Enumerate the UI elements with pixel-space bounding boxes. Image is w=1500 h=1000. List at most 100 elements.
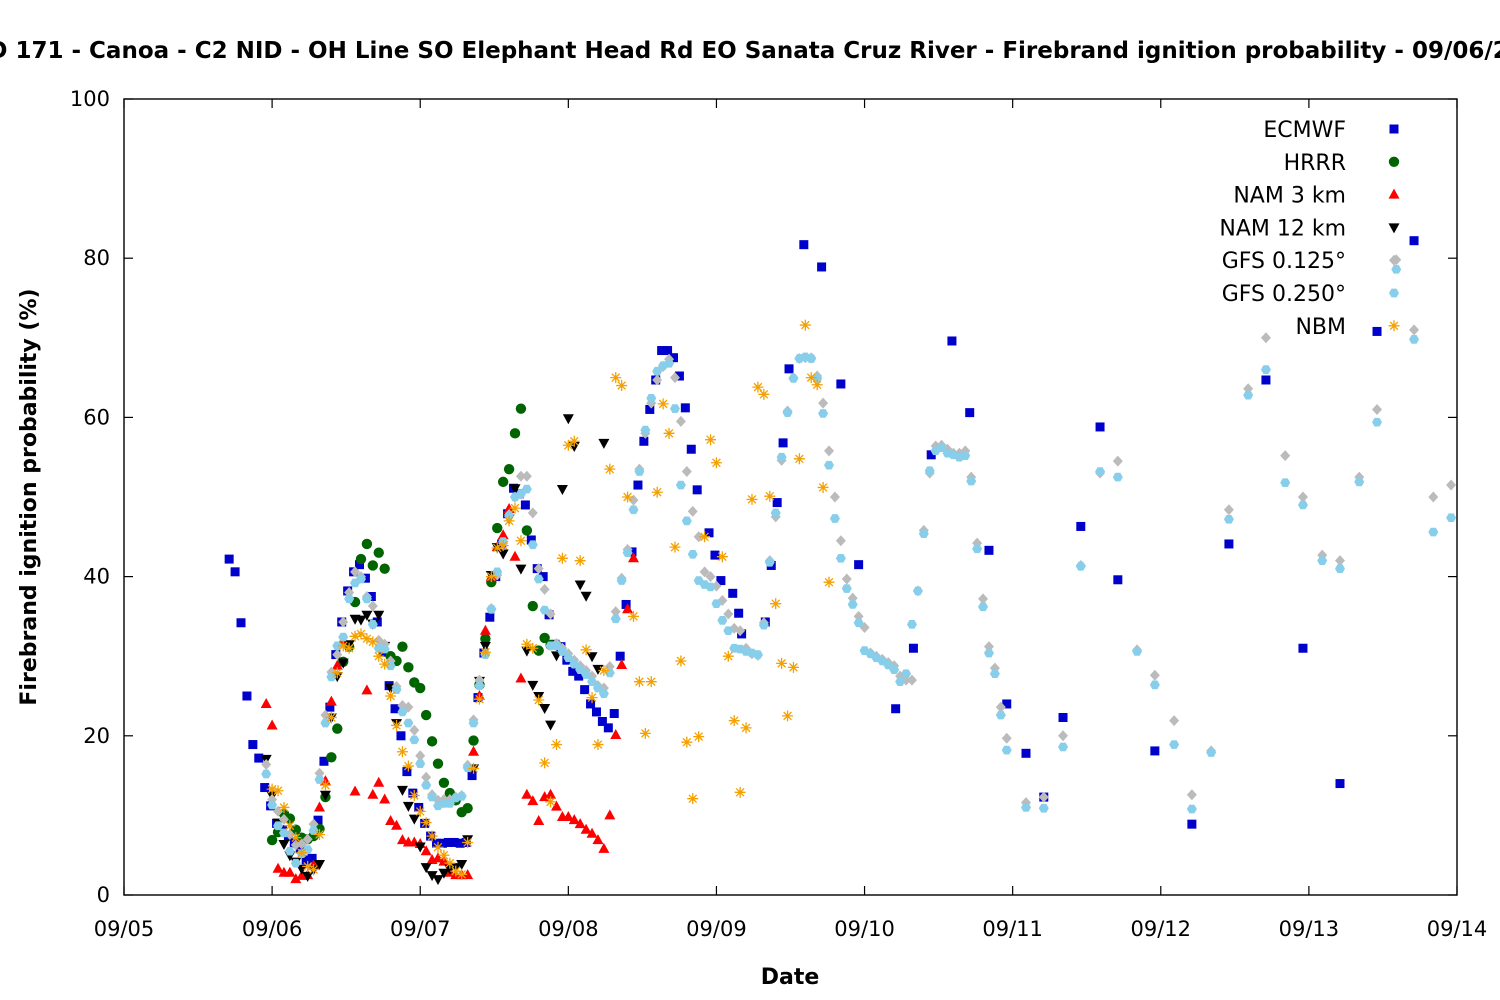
- data-point: [521, 646, 533, 657]
- data-point: [527, 795, 539, 806]
- data-point: [657, 398, 669, 410]
- data-point: [331, 659, 343, 670]
- data-point: [1334, 564, 1345, 573]
- data-point: [350, 566, 361, 578]
- data-point: [468, 745, 480, 756]
- data-point: [752, 381, 764, 393]
- data-point: [1095, 422, 1105, 432]
- data-point: [799, 240, 809, 250]
- data-point: [337, 658, 349, 669]
- data-point: [705, 571, 716, 583]
- data-point: [314, 829, 326, 841]
- data-point: [646, 393, 657, 403]
- data-point: [438, 868, 450, 879]
- data-point: [557, 647, 568, 656]
- x-tick-label: 09/14: [1427, 917, 1488, 941]
- data-point: [1187, 819, 1197, 829]
- data-point: [427, 792, 438, 802]
- data-point: [527, 507, 538, 519]
- data-point: [829, 514, 840, 523]
- data-point: [497, 529, 509, 540]
- data-point: [307, 853, 317, 863]
- data-point: [302, 871, 314, 882]
- data-point: [680, 403, 690, 413]
- data-point: [373, 610, 385, 621]
- data-point: [1001, 745, 1012, 755]
- data-point: [805, 372, 817, 384]
- data-point: [1186, 789, 1197, 801]
- data-point: [337, 640, 349, 652]
- data-point: [467, 771, 477, 781]
- data-point: [580, 823, 592, 834]
- data-point: [266, 834, 278, 846]
- data-point: [290, 873, 302, 884]
- data-point: [497, 540, 509, 552]
- series-nbm: [266, 319, 835, 880]
- data-point: [1354, 477, 1365, 487]
- data-point: [538, 572, 548, 582]
- data-point: [1298, 643, 1308, 653]
- data-point: [296, 864, 308, 875]
- y-tick-label: 80: [83, 246, 110, 270]
- data-point: [586, 699, 596, 709]
- data-point: [908, 643, 918, 653]
- data-point: [710, 457, 722, 469]
- data-point: [622, 548, 633, 558]
- data-point: [841, 584, 852, 593]
- data-point: [1280, 450, 1291, 462]
- data-point: [266, 719, 278, 730]
- data-point: [1149, 680, 1160, 690]
- data-point: [597, 716, 607, 726]
- legend-label: HRRR: [1284, 151, 1346, 176]
- data-point: [824, 460, 835, 470]
- data-point: [361, 633, 373, 645]
- data-point: [302, 833, 313, 845]
- data-point: [592, 834, 604, 845]
- data-point: [432, 758, 444, 769]
- data-point: [390, 704, 400, 714]
- data-point: [664, 358, 675, 368]
- data-point: [533, 563, 544, 575]
- legend-marker: [1389, 124, 1399, 134]
- data-point: [308, 826, 319, 835]
- data-point: [728, 588, 738, 598]
- data-point: [539, 605, 550, 615]
- data-point: [628, 552, 640, 563]
- data-point: [278, 840, 290, 851]
- data-point: [415, 682, 426, 694]
- data-point: [402, 801, 414, 812]
- data-point: [479, 646, 491, 658]
- data-point: [562, 414, 574, 425]
- data-point: [391, 719, 403, 731]
- data-point: [266, 783, 278, 795]
- data-point: [361, 538, 373, 550]
- plot-frame: [123, 98, 1458, 896]
- data-point: [836, 379, 846, 389]
- data-point: [586, 827, 598, 838]
- data-point: [746, 493, 758, 505]
- data-point: [563, 653, 574, 663]
- data-point: [1260, 332, 1271, 344]
- data-point: [598, 438, 610, 449]
- data-point: [443, 837, 453, 847]
- data-point: [515, 564, 527, 575]
- data-point: [224, 554, 234, 564]
- data-point: [480, 633, 491, 644]
- data-point: [509, 502, 521, 514]
- data-point: [290, 832, 302, 844]
- data-point: [1409, 236, 1419, 246]
- data-point: [373, 650, 385, 662]
- data-point: [396, 785, 408, 796]
- data-point: [331, 667, 343, 679]
- data-point: [784, 364, 794, 374]
- data-point: [657, 346, 667, 356]
- data-point: [539, 632, 550, 644]
- data-point: [758, 388, 770, 400]
- data-point: [533, 694, 545, 706]
- data-point: [545, 796, 557, 808]
- data-point: [355, 574, 366, 584]
- data-point: [1223, 504, 1234, 516]
- data-point: [687, 793, 699, 805]
- data-point: [468, 718, 479, 728]
- series-nam-12-km: [260, 414, 610, 886]
